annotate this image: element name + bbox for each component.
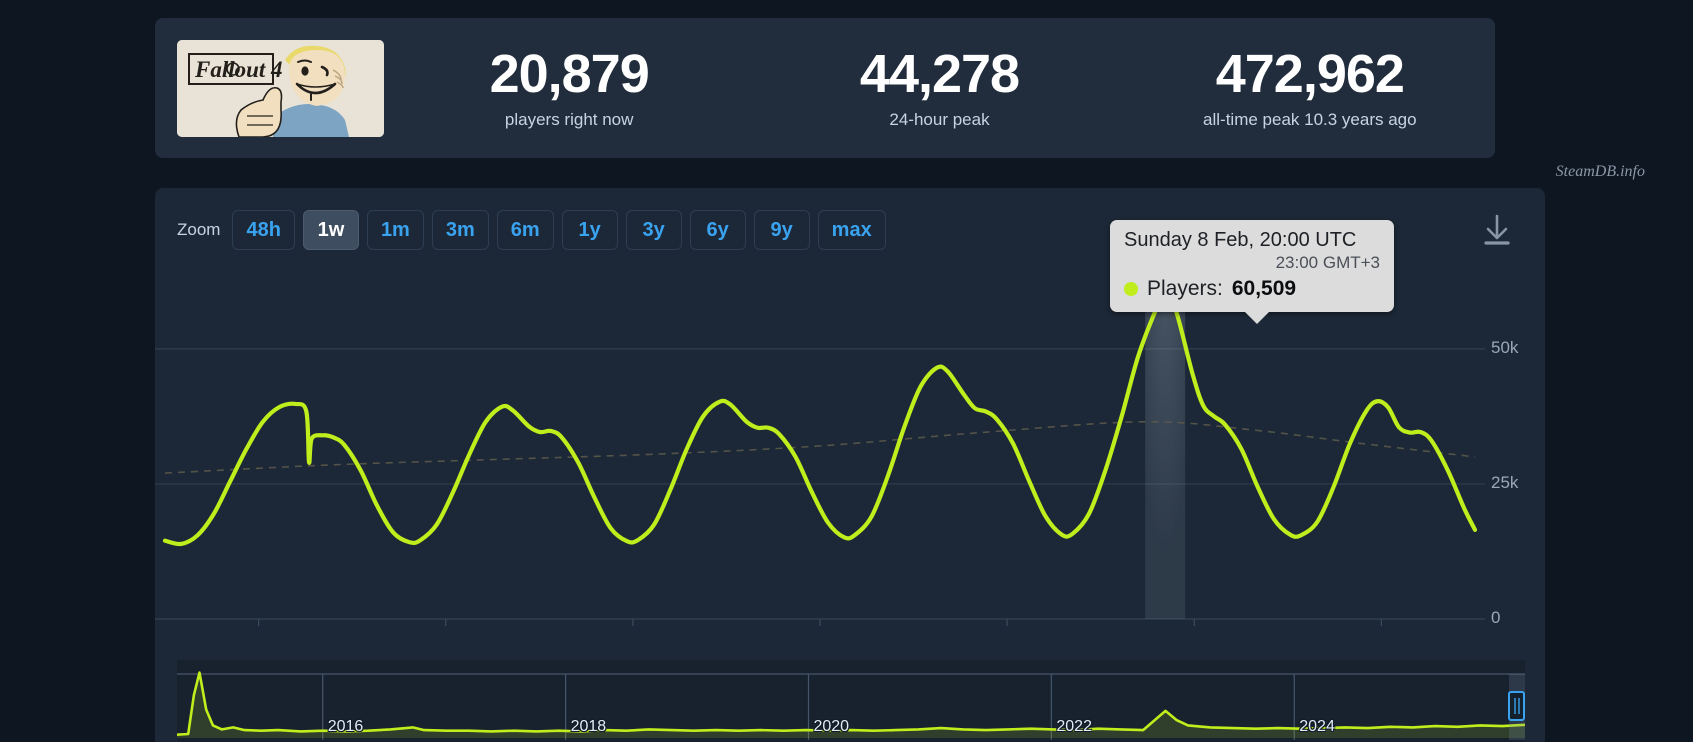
zoom-range-6m[interactable]: 6m (496, 210, 554, 250)
plot-area[interactable]: 50k 25k 0 (155, 274, 1545, 654)
range-navigator[interactable]: 2016 2018 2020 2022 2024 (177, 660, 1525, 742)
navigator-year-2018: 2018 (570, 718, 607, 735)
series-color-dot (1124, 282, 1138, 296)
steamdb-credit: SteamDB.info (1555, 163, 1645, 180)
navigator-year-2024: 2024 (1299, 718, 1335, 735)
zoom-range-max[interactable]: max (817, 210, 886, 250)
tooltip-series-label: Players: (1147, 277, 1223, 300)
zoom-range-3m[interactable]: 3m (431, 210, 489, 250)
y-axis-label-0: 0 (1491, 608, 1501, 627)
zoom-range-6y[interactable]: 6y (689, 210, 746, 250)
zoom-range-9y[interactable]: 9y (753, 210, 810, 250)
zoom-label: Zoom (177, 220, 221, 239)
zoom-range-48h[interactable]: 48h (232, 210, 295, 250)
stat-value: 20,879 (489, 43, 650, 104)
zoom-range-1w[interactable]: 1w (302, 210, 359, 250)
navigator-year-2022: 2022 (1056, 718, 1092, 735)
plot-gridlines (155, 348, 1485, 626)
zoom-range-toolbar: Zoom 48h 1w 1m 3m 6m 1y 3y 6y 9y max (177, 210, 886, 250)
players-line (162, 289, 1478, 547)
tooltip-local-time: 23:00 GMT+3 (1275, 253, 1380, 272)
zoom-range-1m[interactable]: 1m (366, 210, 424, 250)
navigator-series (177, 671, 1525, 738)
stat-label: 24-hour peak (889, 110, 990, 130)
game-summary-card: Fallout 4 20,879 players right now 44,27… (155, 18, 1495, 158)
tooltip-date: Sunday 8 Feb, 20:00 UTC (1124, 229, 1357, 251)
navigator-selection (1508, 674, 1525, 740)
stats-row: 20,879 players right now 44,278 24-hour … (384, 43, 1495, 131)
stat-label: players right now (504, 110, 634, 130)
y-axis-label-50k: 50k (1491, 337, 1519, 357)
game-capsule-image[interactable]: Fallout 4 (177, 39, 384, 137)
tooltip-series-row: Players: 60,509 (1124, 277, 1380, 301)
zoom-range-1y[interactable]: 1y (561, 210, 618, 250)
navigator-year-2016: 2016 (327, 718, 364, 735)
stat-label: all-time peak 10.3 years ago (1203, 110, 1417, 130)
hover-highlight-band (1145, 274, 1186, 619)
stat-value: 472,962 (1215, 43, 1405, 104)
navigator-year-2020: 2020 (813, 718, 850, 735)
stat-24h-peak: 44,278 24-hour peak (754, 43, 1124, 131)
stat-all-time-peak: 472,962 all-time peak 10.3 years ago (1125, 43, 1495, 131)
download-icon[interactable] (1477, 210, 1517, 250)
tooltip-value: 60,509 (1231, 277, 1297, 300)
stat-players-now: 20,879 players right now (384, 43, 754, 131)
stat-value: 44,278 (859, 43, 1020, 104)
navigator-gridlines (177, 673, 1525, 740)
trend-line (164, 420, 1476, 474)
tooltip-pointer (1244, 311, 1270, 324)
zoom-range-3y[interactable]: 3y (625, 210, 682, 250)
y-axis-label-25k: 25k (1491, 472, 1519, 492)
chart-tooltip: Sunday 8 Feb, 20:00 UTC 23:00 GMT+3 Play… (1110, 220, 1394, 324)
